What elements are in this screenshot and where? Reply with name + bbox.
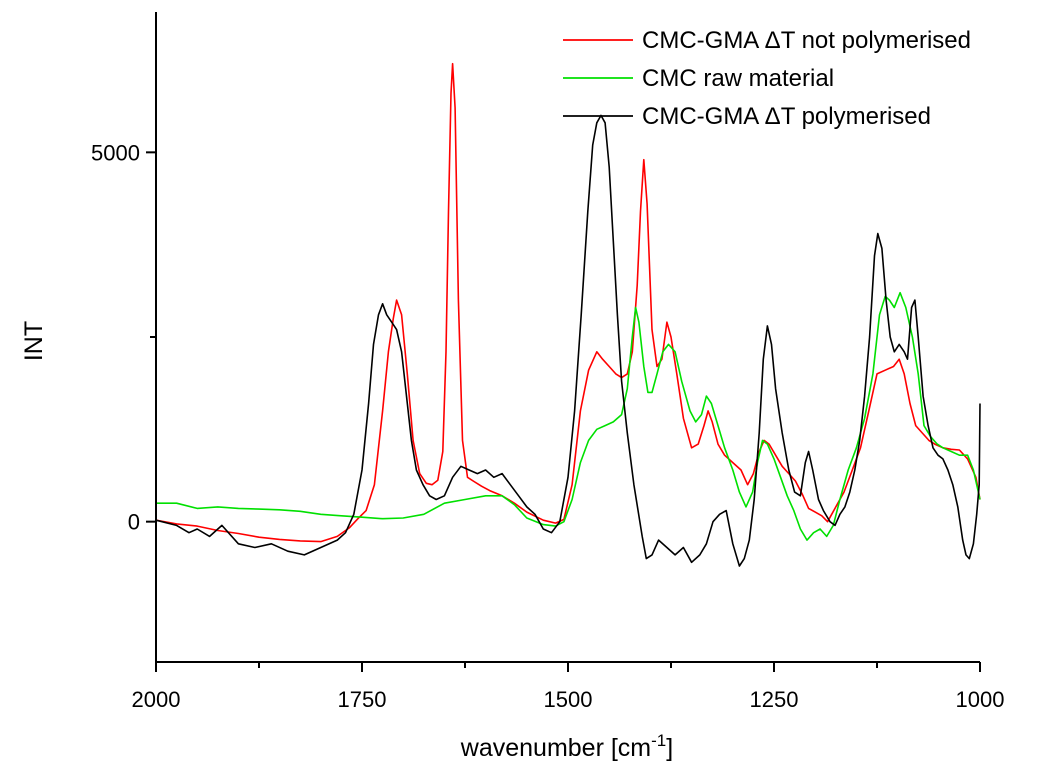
- series-line-2: [155, 114, 981, 567]
- x-axis-ticks: 2000 1750 1500 1250 1000: [132, 662, 1005, 712]
- x-tick-label: 1250: [750, 687, 799, 712]
- x-tick-label: 1000: [956, 687, 1005, 712]
- series-line-1: [156, 291, 981, 541]
- y-tick-label: 5000: [91, 140, 140, 165]
- y-axis-ticks: 0 5000: [91, 140, 156, 535]
- series-line-0: [155, 62, 981, 543]
- y-axis-title: INT: [20, 321, 48, 361]
- y-tick-label: 0: [128, 510, 140, 535]
- x-tick-label: 2000: [132, 687, 181, 712]
- x-tick-label: 1750: [338, 687, 387, 712]
- x-axis-title: wavenumber [cm-1]: [460, 731, 673, 762]
- x-tick-label: 1500: [544, 687, 593, 712]
- legend-label-2: CMC-GMA ΔT polymerised: [642, 103, 931, 130]
- legend-label-0: CMC-GMA ΔT not polymerised: [642, 27, 971, 54]
- legend: CMC-GMA ΔT not polymerised CMC raw materi…: [563, 27, 971, 130]
- plot-area: [155, 62, 981, 567]
- legend-label-1: CMC raw material: [642, 65, 834, 92]
